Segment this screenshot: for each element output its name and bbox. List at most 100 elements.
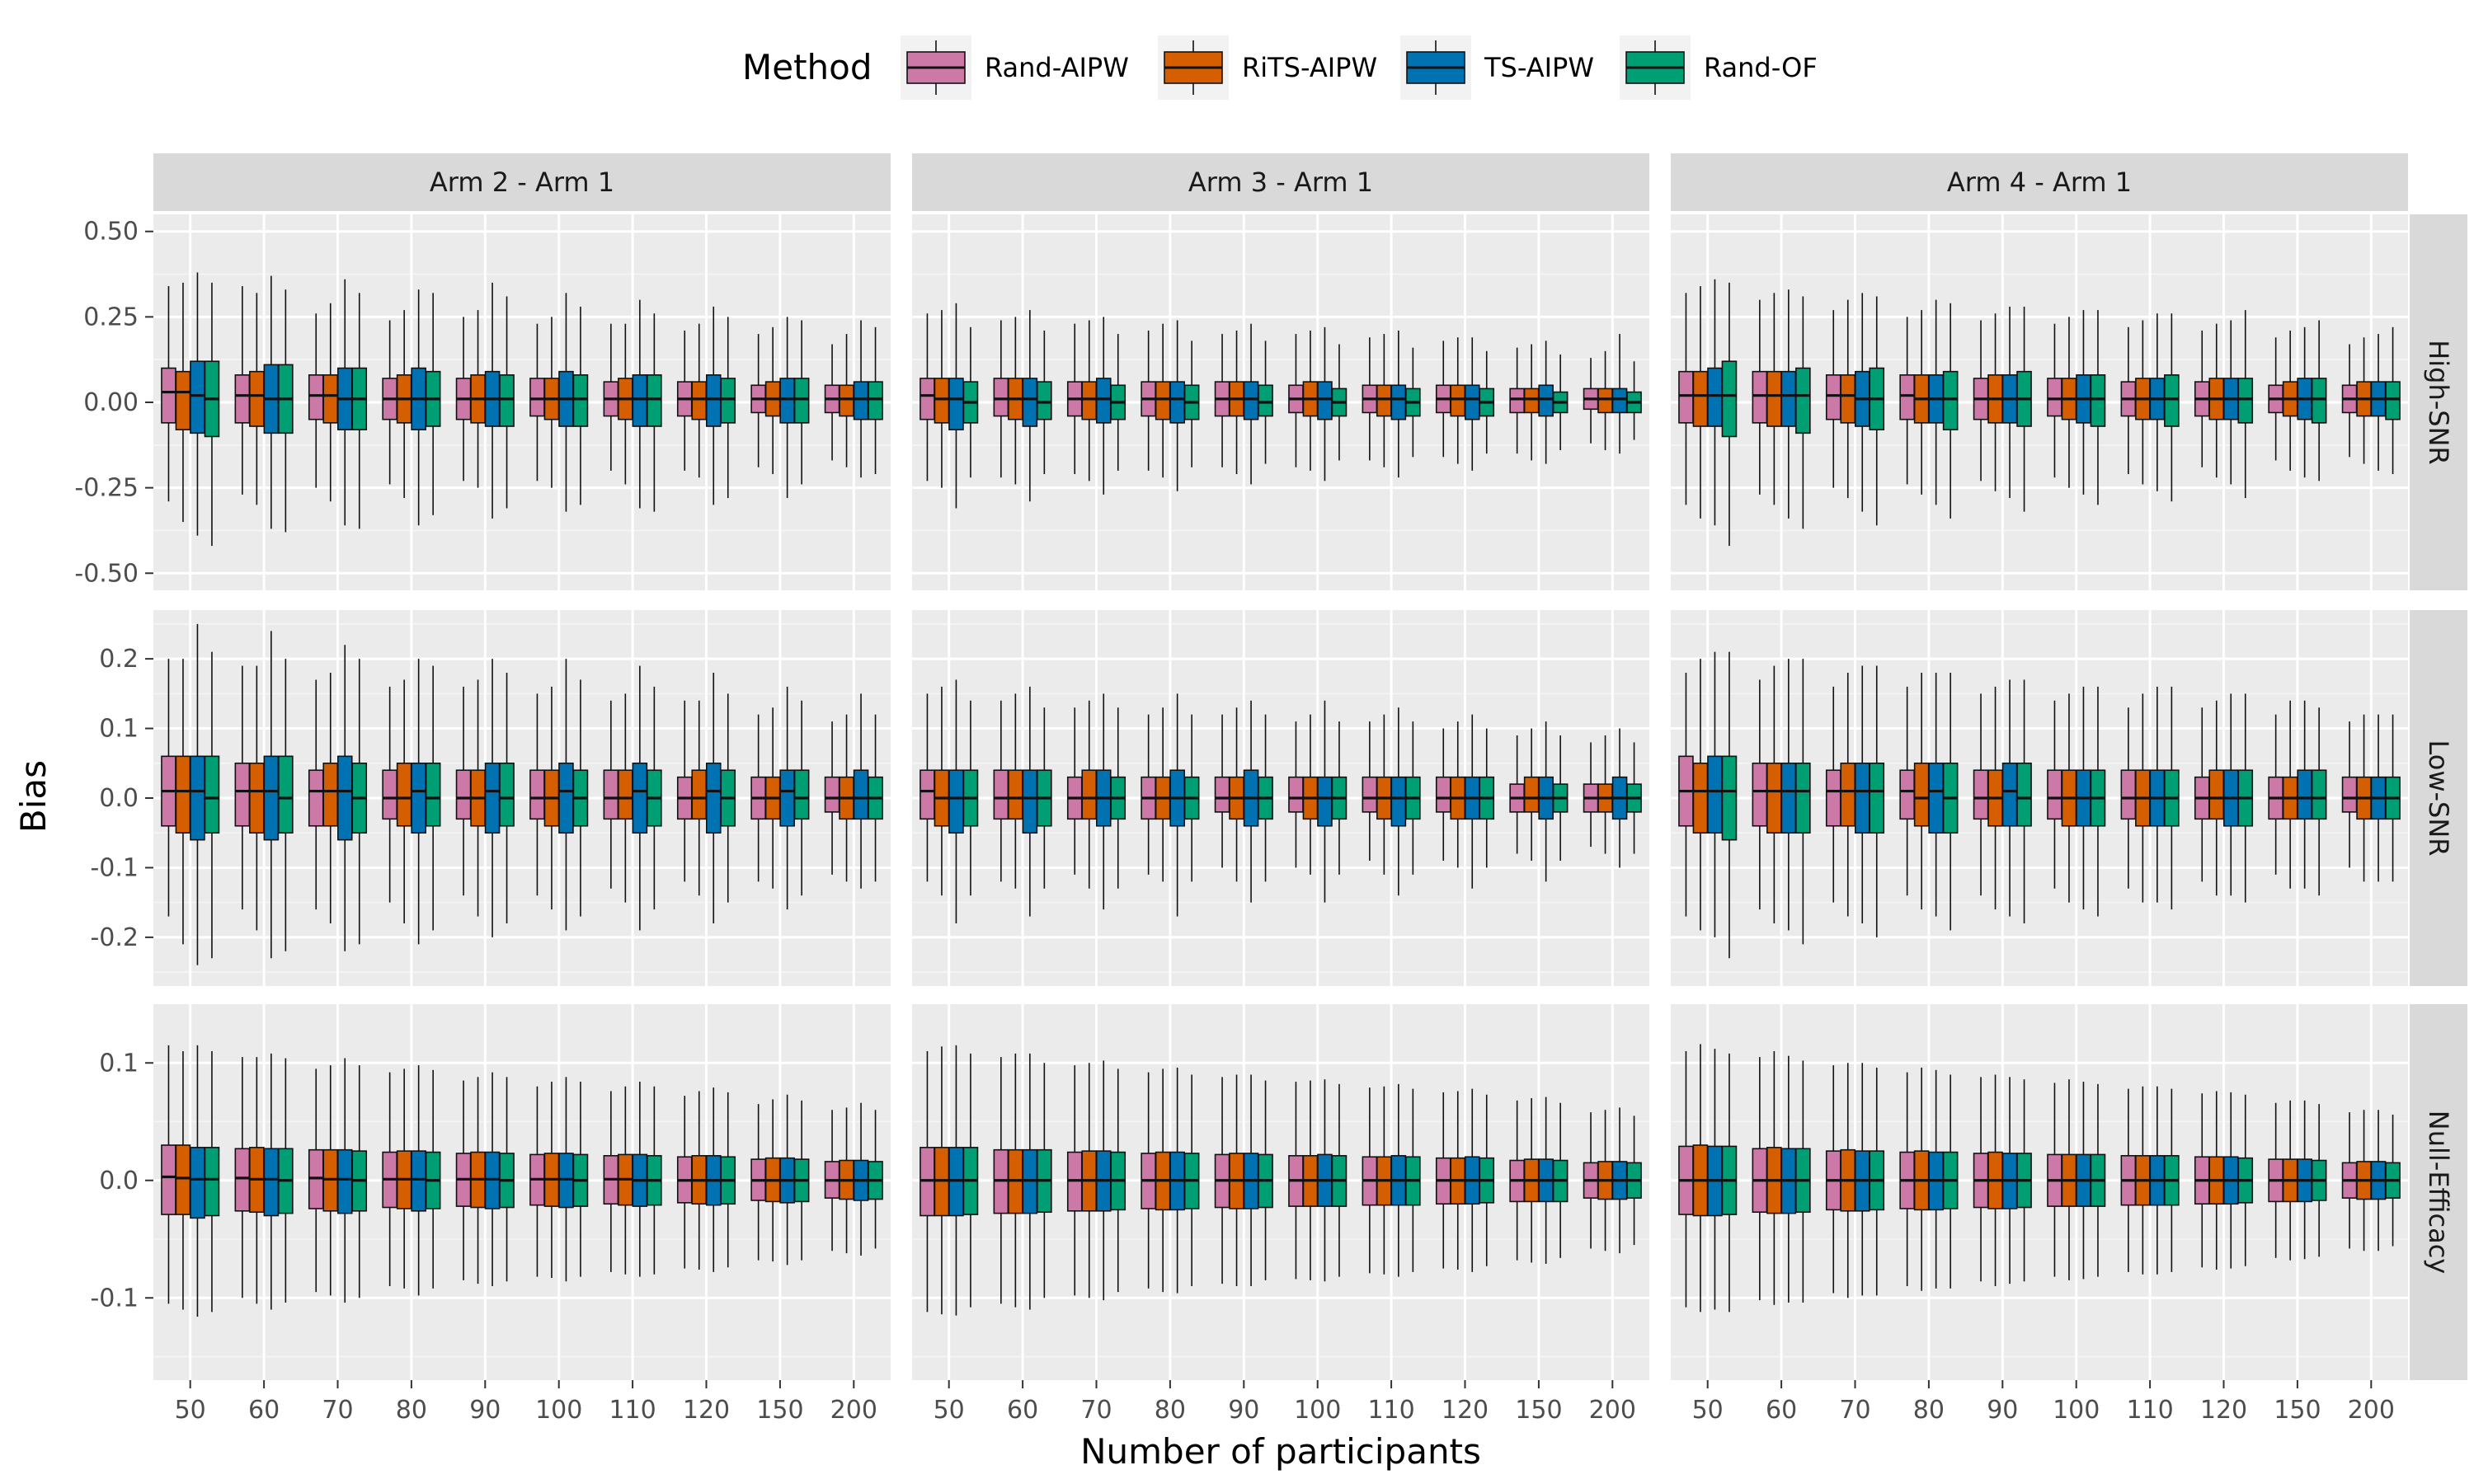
box-rand-of-n200 (868, 714, 883, 882)
box-rand-of-n110 (647, 686, 662, 910)
x-tick-label: 100 (1294, 1396, 1341, 1425)
box-body (1780, 370, 1797, 427)
x-tick-label: 110 (1367, 1396, 1414, 1425)
box-rand-of-n60 (1037, 330, 1052, 475)
box-rand-aipw-n110 (2120, 1088, 2137, 1272)
box-rits-aipw-n100 (2061, 317, 2077, 488)
box-rand-of-n100 (572, 679, 589, 917)
box-body (1780, 762, 1797, 834)
box-rand-of-n100 (572, 306, 589, 505)
box-rand-aipw-n110 (603, 700, 619, 889)
legend-item-rits-aipw: RiTS-AIPW (1158, 35, 1377, 100)
box-ts-aipw-n200 (1611, 728, 1628, 868)
box-body (234, 762, 251, 827)
box-ts-aipw-n200 (853, 1102, 869, 1256)
box-rand-of-n110 (647, 1086, 662, 1275)
x-tick-label: 110 (2126, 1396, 2173, 1425)
x-tick-label: 60 (248, 1396, 280, 1425)
box-body (190, 1147, 205, 1219)
box-body (868, 381, 883, 420)
strip-arm-4-arm-1 (1671, 153, 2408, 211)
x-tick-label: 100 (2053, 1396, 2100, 1425)
box-body (263, 755, 280, 841)
box-rand-aipw-n80 (382, 686, 397, 903)
y-tick-label: -0.25 (74, 474, 139, 503)
box-rand-of-n120 (2237, 310, 2254, 499)
box-body (1721, 360, 1738, 438)
box-rand-aipw-n70 (1066, 707, 1083, 875)
box-rits-aipw-n100 (1302, 1080, 1319, 1280)
box-rand-of-n100 (1331, 1083, 1348, 1277)
box-body (1376, 384, 1392, 417)
box-body (1288, 776, 1304, 813)
box-rand-of-n110 (647, 313, 662, 512)
x-tick-label: 200 (1589, 1396, 1636, 1425)
box-rand-aipw-n70 (308, 679, 324, 910)
x-tick-label: 70 (1080, 1396, 1112, 1425)
box-rand-of-n70 (1110, 1068, 1126, 1293)
box-rand-aipw-n90 (1214, 1077, 1230, 1284)
box-rits-aipw-n110 (2135, 320, 2151, 485)
strip-label-arm-4-arm-1: Arm 4 - Arm 1 (1947, 167, 2132, 198)
box-ts-aipw-n70 (1854, 293, 1870, 512)
box-body (1899, 374, 1915, 420)
box-rand-aipw-n50 (161, 659, 176, 917)
box-body (1081, 381, 1098, 420)
box-rits-aipw-n60 (1008, 317, 1023, 485)
x-tick-label: 120 (1442, 1396, 1489, 1425)
box-body (484, 762, 501, 834)
box-rand-of-n120 (2237, 693, 2254, 903)
box-body (2341, 776, 2358, 813)
box-rand-of-n200 (2385, 714, 2401, 882)
box-body (2164, 374, 2180, 427)
box-rand-of-n80 (425, 1069, 441, 1289)
box-body (2237, 378, 2254, 424)
x-tick-label: 50 (1692, 1396, 1724, 1425)
box-body (1008, 769, 1023, 820)
box-body (1766, 370, 1782, 427)
box-body (1362, 776, 1378, 813)
box-rand-aipw-n80 (1141, 714, 1156, 875)
y-tick-label: 0.50 (83, 218, 139, 247)
y-tick-label: -0.50 (74, 559, 139, 588)
x-tick-label: 50 (175, 1396, 206, 1425)
box-rand-of-n120 (1479, 1094, 1495, 1266)
box-rits-aipw-n50 (934, 686, 950, 896)
box-rand-of-n200 (2385, 326, 2401, 475)
box-rand-of-n100 (2090, 686, 2106, 917)
box-rits-aipw-n110 (1376, 334, 1392, 467)
box-ts-aipw-n90 (484, 659, 501, 937)
box-body (603, 769, 619, 820)
box-rits-aipw-n60 (1008, 1053, 1023, 1308)
box-ts-aipw-n120 (1464, 1088, 1480, 1272)
box-rits-aipw-n50 (934, 310, 950, 488)
box-rand-of-n90 (499, 673, 515, 923)
box-ts-aipw-n50 (948, 303, 964, 509)
box-rits-aipw-n90 (1229, 330, 1244, 475)
box-rits-aipw-n70 (1081, 700, 1098, 889)
legend-items: Rand-AIPW RiTS-AIPW TS-AIPW Rand-OF (901, 35, 1818, 100)
box-body (2311, 769, 2327, 820)
x-tick-label: 200 (830, 1396, 877, 1425)
x-tick-label: 80 (396, 1396, 427, 1425)
x-tick-label: 150 (1515, 1396, 1562, 1425)
box-rand-of-n120 (720, 317, 736, 499)
box-ts-aipw-n80 (1169, 693, 1185, 917)
panel-low-snr-arm-2-arm-1 (153, 610, 891, 986)
box-rand-of-n70 (1869, 665, 1885, 937)
x-tick-label: 120 (683, 1396, 730, 1425)
box-body (572, 374, 589, 427)
box-rand-of-n90 (499, 296, 515, 509)
box-body (1155, 381, 1171, 420)
box-body (1081, 769, 1098, 820)
box-rand-aipw-n150 (1509, 347, 1525, 454)
box-body (1390, 384, 1407, 420)
box-body (1678, 370, 1694, 424)
box-body (2090, 374, 2106, 427)
box-body (948, 378, 964, 430)
x-tick-label: 110 (609, 1396, 656, 1425)
strip-low-snr (2410, 610, 2467, 986)
box-rits-aipw-n200 (839, 714, 854, 882)
box-ts-aipw-n200 (853, 693, 869, 889)
box-body (190, 360, 205, 434)
